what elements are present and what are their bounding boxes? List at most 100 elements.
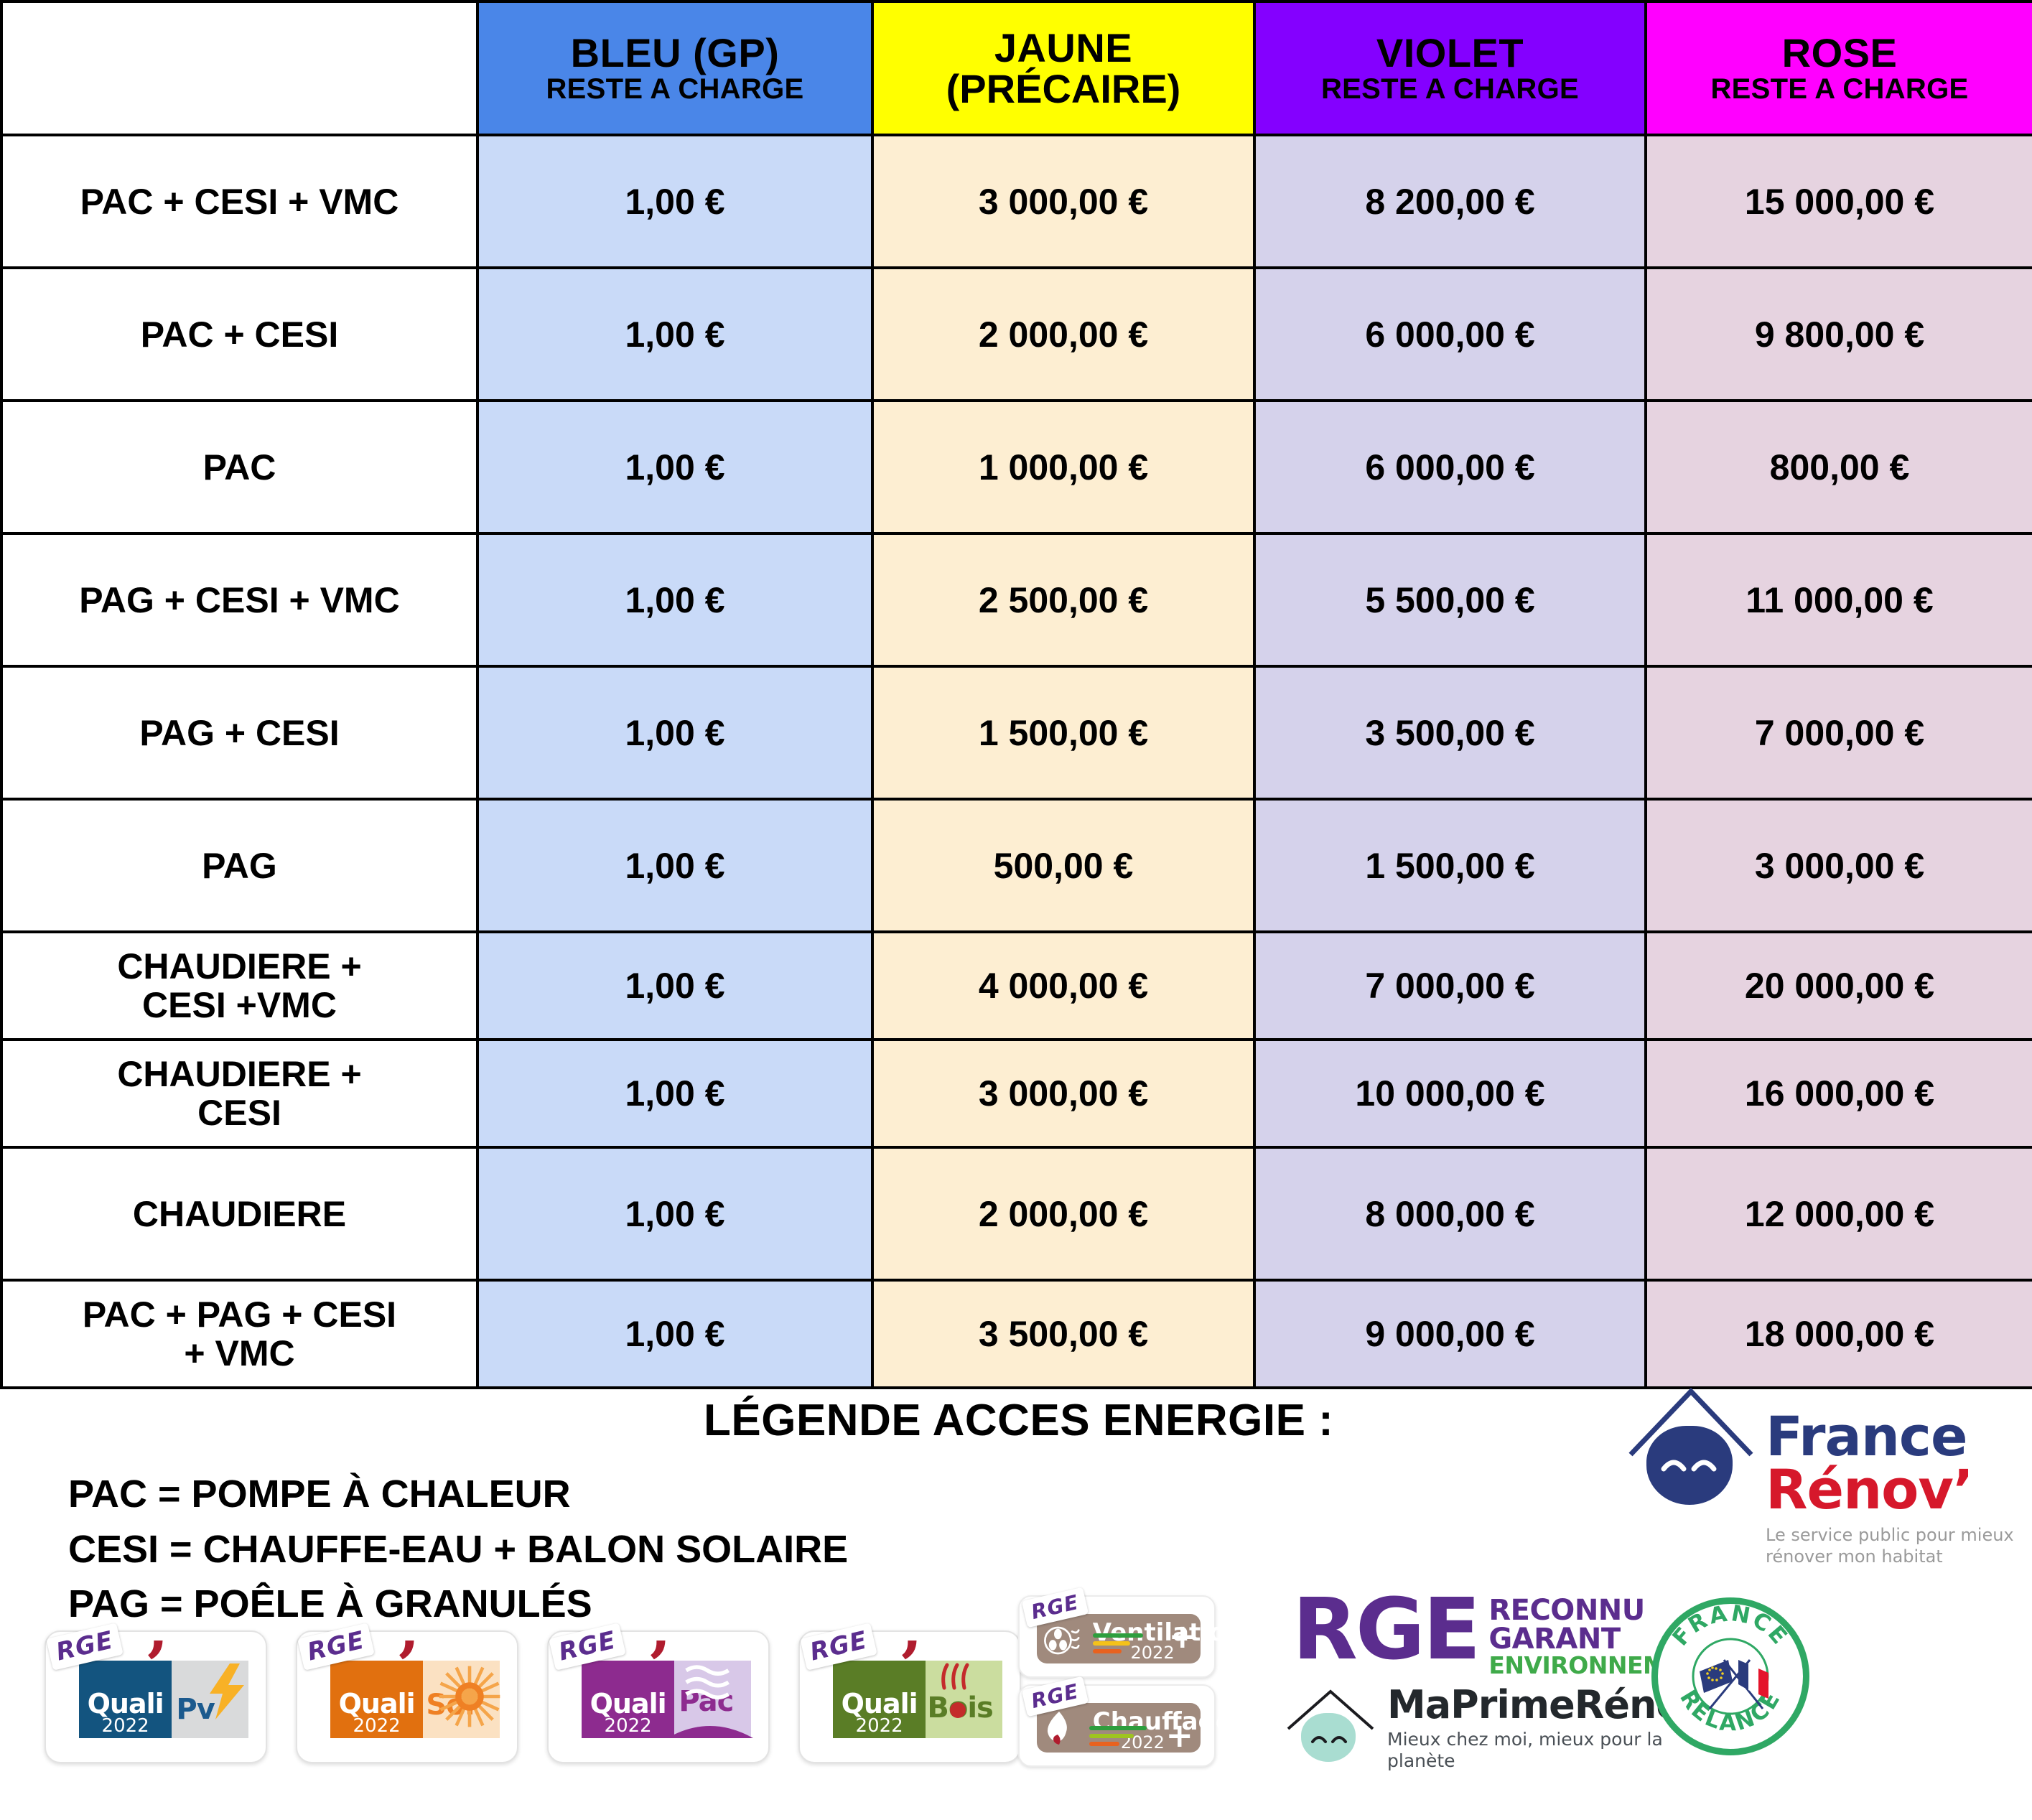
ventilation-year: 2022 <box>1130 1642 1175 1663</box>
quali-pv-suffix: Pv <box>176 1693 215 1727</box>
row-label-cell: PAC + PAG + CESI + VMC <box>0 1279 479 1389</box>
cell-bleu: 1,00 € <box>476 399 874 535</box>
quali-apostrophe-icon: ’ <box>647 1626 671 1704</box>
cell-jaune: 3 500,00 € <box>871 1279 1256 1389</box>
flame-lines-icon <box>941 1663 969 1690</box>
table-row: PAC + CESI 1,00 €2 000,00 €6 000,00 €9 80… <box>0 266 2032 402</box>
cell-jaune: 2 500,00 € <box>871 532 1256 668</box>
cell-bleu: 1,00 € <box>476 134 874 269</box>
roof-icon <box>1628 1387 1753 1457</box>
chauffage-plate: Chauffage + 2022 <box>1037 1703 1232 1755</box>
quali-sol-plate: Quali 2022 Sol <box>330 1660 500 1739</box>
cell-bleu: 1,00 € <box>476 1146 874 1282</box>
cell-bleu: 1,00 € <box>476 1279 874 1389</box>
energy-bars-icon <box>1089 1726 1147 1750</box>
cell-rose: 12 000,00 € <box>1644 1146 2032 1282</box>
cell-violet: 8 200,00 € <box>1253 134 1647 269</box>
smiling-eyes-icon <box>1311 1736 1347 1743</box>
legend-line-pag: PAG = POÊLE À GRANULÉS <box>68 1582 592 1626</box>
quali-apostrophe-icon: ’ <box>144 1626 168 1704</box>
quali-pac-word: Quali <box>589 1688 667 1720</box>
row-label-cell: PAG + CESI + VMC <box>0 532 479 668</box>
rge-line1: RECONNU <box>1488 1594 1645 1627</box>
rge-acronym: RGE <box>1292 1579 1481 1679</box>
cell-violet: 5 500,00 € <box>1253 532 1647 668</box>
logo-quali-bois: RGE Quali 2022 Bois <box>798 1623 1021 1763</box>
header-bleu-sub: RESTE A CHARGE <box>546 73 804 105</box>
legend-definitions: PAC = POMPE À CHALEUR CESI = CHAUFFE-EAU… <box>68 1467 848 1632</box>
flame-icon <box>1048 1712 1068 1745</box>
rge-line2: GARANT <box>1488 1623 1621 1656</box>
quali-pac-year: 2022 <box>604 1715 652 1737</box>
cell-jaune: 2 000,00 € <box>871 266 1256 402</box>
quali-apostrophe-icon: ’ <box>898 1626 922 1704</box>
quali-sol-word: Quali <box>338 1688 416 1720</box>
face-blob-icon <box>1646 1426 1733 1505</box>
cell-violet: 3 500,00 € <box>1253 665 1647 801</box>
quali-pac-plate: Quali 2022 Pac <box>581 1660 754 1739</box>
logo-chauffage-plus: RGE Chauffage + 2022 <box>1018 1676 1232 1767</box>
quali-bois-year: 2022 <box>855 1715 903 1737</box>
row-label-cell: CHAUDIERE <box>0 1146 479 1282</box>
table-row: PAC 1,00 €1 000,00 €6 000,00 €800,00 € <box>0 399 2032 535</box>
lightning-icon <box>209 1663 244 1719</box>
logo-quali-sol: RGE Quali 2022 Sol <box>296 1623 518 1763</box>
logo-ventilation-plus: RGE Ventilation + 2022 <box>1018 1587 1243 1678</box>
chauffage-label: Chauffage <box>1092 1707 1232 1736</box>
logo-rge-reconnu-garant: RGE RECONNU GARANT ENVIRONNEMENT <box>1292 1579 1718 1679</box>
fan-icon <box>1044 1627 1080 1655</box>
cell-jaune: 500,00 € <box>871 798 1256 933</box>
table-header-row: BLEU (GP) RESTE A CHARGE JAUNE (PRÉCAIRE… <box>0 0 2032 136</box>
logo-france-renov: France Rénov’ Le service public pour mie… <box>1626 1386 2028 1594</box>
legend-line-cesi: CESI = CHAUFFE-EAU + BALON SOLAIRE <box>68 1527 849 1571</box>
cell-bleu: 1,00 € <box>476 798 874 933</box>
quali-pv-plate: Quali 2022 Pv <box>78 1660 248 1739</box>
table-body: PAC + CESI + VMC 1,00 €3 000,00 €8 200,00… <box>0 134 2032 1389</box>
cell-bleu: 1,00 € <box>476 266 874 402</box>
plus-icon: + <box>1168 1617 1196 1656</box>
cell-rose: 18 000,00 € <box>1644 1279 2032 1389</box>
cell-rose: 9 800,00 € <box>1644 266 2032 402</box>
face-blob-icon <box>1301 1713 1356 1762</box>
row-label-cell: PAG + CESI <box>0 665 479 801</box>
plus-icon: + <box>1165 1716 1193 1755</box>
header-bleu-title: BLEU (GP) <box>570 30 780 76</box>
cell-bleu: 1,00 € <box>476 930 874 1041</box>
cell-jaune: 3 000,00 € <box>871 134 1256 269</box>
cell-jaune: 1 000,00 € <box>871 399 1256 535</box>
red-dot-icon <box>950 1702 966 1719</box>
quali-bois-plate: Quali 2022 Bois <box>832 1660 1002 1739</box>
svg-text:FRANCE: FRANCE <box>1667 1604 1793 1651</box>
header-violet-title: VIOLET <box>1376 30 1524 76</box>
header-cell-blank <box>0 0 479 136</box>
table-row: PAG 1,00 €500,00 €1 500,00 €3 000,00 € <box>0 798 2032 933</box>
header-jaune-sub: (PRÉCAIRE) <box>946 66 1181 111</box>
logo-france-relance: FRANCE RELANCE <box>1651 1597 1809 1755</box>
row-label-cell: CHAUDIERE + CESI +VMC <box>0 930 479 1041</box>
aid-amounts-table: BLEU (GP) RESTE A CHARGE JAUNE (PRÉCAIRE… <box>0 0 2032 1389</box>
quali-sol-year: 2022 <box>353 1715 401 1737</box>
logo-maprimerenov: MaPrimeRénov’ Mieux chez moi, mieux pour… <box>1285 1682 1721 1775</box>
cell-bleu: 1,00 € <box>476 665 874 801</box>
cell-jaune: 1 500,00 € <box>871 665 1256 801</box>
france-renov-line1: France <box>1766 1404 1968 1468</box>
cell-bleu: 1,00 € <box>476 1038 874 1149</box>
row-label-cell: PAC + CESI <box>0 266 479 402</box>
table-row: PAG + CESI + VMC 1,00 €2 500,00 €5 500,00… <box>0 532 2032 668</box>
legend-section: LÉGENDE ACCES ENERGIE : PAC = POMPE À CH… <box>0 1386 2032 1791</box>
smiling-eyes-icon <box>1661 1460 1717 1472</box>
sun-icon <box>439 1666 500 1727</box>
cell-rose: 15 000,00 € <box>1644 134 2032 269</box>
cell-violet: 9 000,00 € <box>1253 1279 1647 1389</box>
maprimerenov-house-icon <box>1285 1689 1376 1769</box>
cell-rose: 3 000,00 € <box>1644 798 2032 933</box>
logo-quali-pac: RGE Quali 2022 Pac <box>547 1623 770 1763</box>
header-cell-violet: VIOLET RESTE A CHARGE <box>1253 0 1647 136</box>
legend-line-pac: PAC = POMPE À CHALEUR <box>68 1473 571 1516</box>
cell-rose: 800,00 € <box>1644 399 2032 535</box>
france-renov-line2: Rénov’ <box>1766 1457 1974 1522</box>
cell-violet: 6 000,00 € <box>1253 399 1647 535</box>
cell-jaune: 3 000,00 € <box>871 1038 1256 1149</box>
header-cell-rose: ROSE RESTE A CHARGE <box>1644 0 2032 136</box>
table-row: PAC + PAG + CESI + VMC 1,00 €3 500,00 €9 0… <box>0 1279 2032 1389</box>
